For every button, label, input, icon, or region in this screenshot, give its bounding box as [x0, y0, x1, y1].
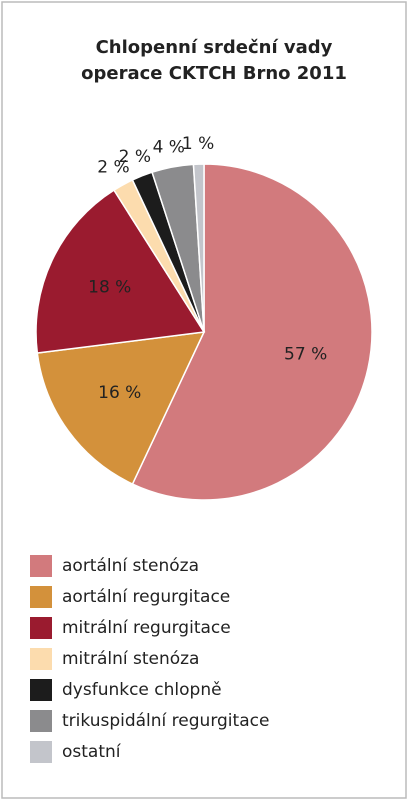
legend-swatch: [30, 679, 52, 701]
legend-swatch: [30, 710, 52, 732]
legend-label: mitrální stenóza: [62, 649, 199, 669]
data-label: 16 %: [98, 383, 141, 403]
legend-swatch: [30, 741, 52, 763]
pie-slice: [131, 163, 373, 501]
pie-slice: [35, 189, 206, 354]
data-label: 57 %: [284, 345, 327, 365]
legend-swatch: [30, 586, 52, 608]
chart-title: Chlopenní srdeční vady: [96, 37, 333, 58]
data-label: 2 %: [119, 147, 151, 167]
data-label: 18 %: [88, 278, 131, 298]
legend-label: ostatní: [62, 742, 122, 762]
pie-slice: [192, 163, 205, 333]
legend-label: dysfunkce chlopně: [62, 680, 222, 700]
legend-swatch: [30, 617, 52, 639]
data-label: 4 %: [153, 137, 185, 157]
chart-title: operace CKTCH Brno 2011: [81, 63, 347, 84]
data-label: 2 %: [97, 157, 129, 177]
legend-swatch: [30, 555, 52, 577]
legend-label: aortální stenóza: [62, 556, 199, 576]
data-label: 1 %: [182, 134, 214, 154]
legend-label: aortální regurgitace: [62, 587, 230, 607]
pie-slice: [36, 331, 206, 486]
legend-swatch: [30, 648, 52, 670]
legend-label: trikuspidální regurgitace: [62, 711, 269, 731]
legend-label: mitrální regurgitace: [62, 618, 231, 638]
